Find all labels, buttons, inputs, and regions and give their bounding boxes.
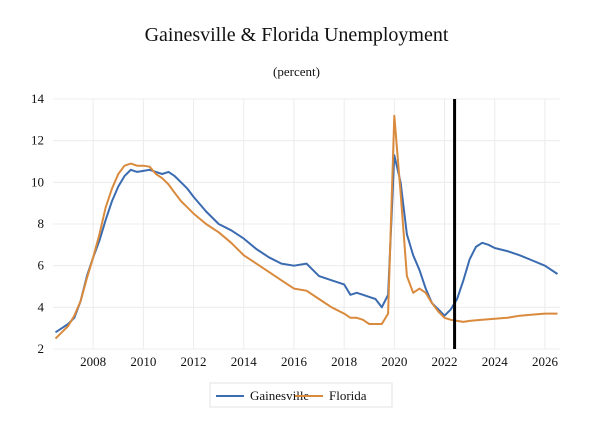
y-tick-label: 2 <box>38 341 45 356</box>
x-tick-label: 2016 <box>281 354 308 369</box>
x-tick-label: 2026 <box>532 354 559 369</box>
x-tick-label: 2024 <box>482 354 509 369</box>
x-tick-label: 2010 <box>130 354 156 369</box>
x-tick-label: 2008 <box>80 354 106 369</box>
y-tick-label: 4 <box>38 299 45 314</box>
y-tick-label: 12 <box>31 133 44 148</box>
y-tick-label: 10 <box>31 174 44 189</box>
series-line-gainesville <box>54 154 559 334</box>
y-tick-label: 8 <box>38 216 45 231</box>
y-tick-label: 14 <box>31 91 45 106</box>
series-line-florida <box>54 114 558 340</box>
x-tick-label: 2020 <box>381 354 407 369</box>
x-tick-label: 2014 <box>231 354 258 369</box>
x-tick-label: 2022 <box>432 354 458 369</box>
chart-title: Gainesville & Florida Unemployment <box>144 24 449 46</box>
x-tick-label: 2018 <box>331 354 357 369</box>
x-axis-ticks: 2008 2010 2012 2014 2016 2018 2020 2022 2024 2026 <box>80 354 558 369</box>
y-tick-label: 6 <box>38 258 45 273</box>
legend-label-gainesville: Gainesville <box>250 388 309 403</box>
y-axis-ticks: 2 4 6 8 10 12 14 <box>31 91 45 356</box>
x-tick-label: 2012 <box>181 354 207 369</box>
grid-lines <box>53 98 560 350</box>
legend: Gainesville Florida <box>209 382 393 408</box>
chart-subtitle: (percent) <box>273 64 320 79</box>
legend-label-florida: Florida <box>329 388 367 403</box>
series-lines <box>54 114 559 340</box>
